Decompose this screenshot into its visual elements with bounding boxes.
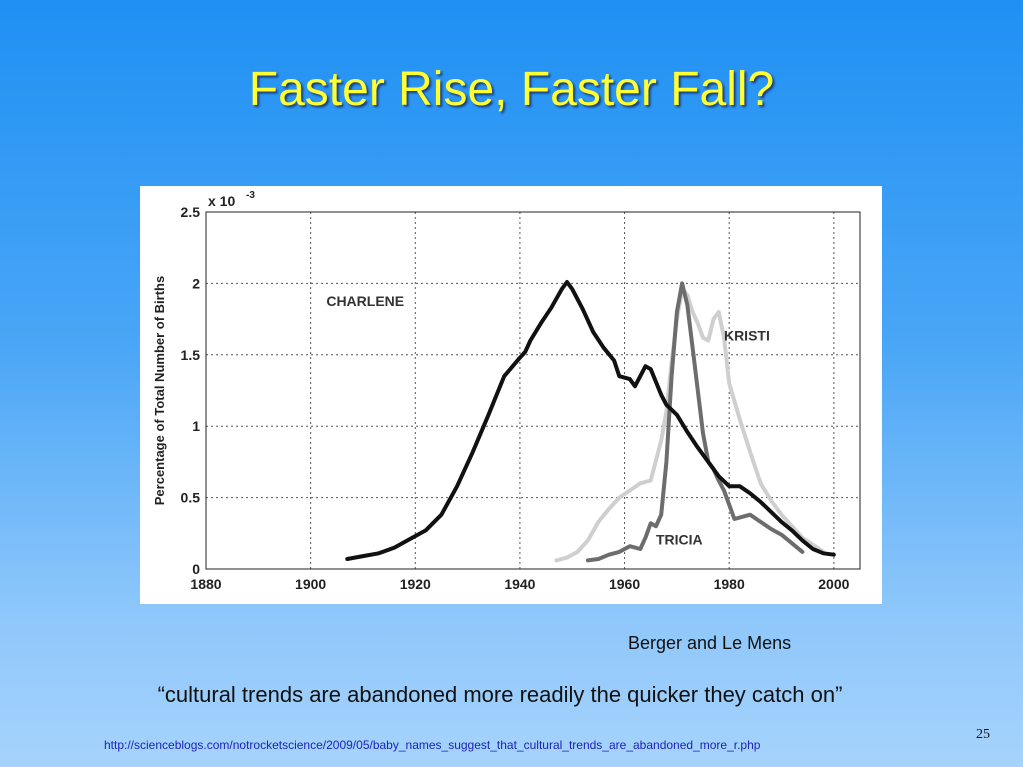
x-tick-label: 1980 [714, 576, 745, 592]
x-tick-label: 1940 [504, 576, 535, 592]
x-tick-label: 1960 [609, 576, 640, 592]
series-line-charlene [345, 280, 836, 561]
y-tick-label: 1.5 [181, 347, 201, 363]
chart-credit: Berger and Le Mens [628, 633, 792, 653]
line-chart: 1880 1900 1920 1940 1960 1980 2000 0 0.5 1 1.5 2 2.5… [152, 190, 861, 592]
series-annotation: KRISTI [724, 328, 770, 344]
series-line-kristi [554, 287, 826, 563]
series-annotation: CHARLENE [326, 293, 404, 309]
y-tick-label: 2.5 [181, 204, 201, 220]
x-tick-label: 2000 [818, 576, 849, 592]
y-tick-label: 0 [192, 561, 200, 577]
chart-series [345, 280, 836, 563]
x-tick-label: 1880 [190, 576, 221, 592]
source-link[interactable]: http://scienceblogs.com/notrocketscience… [104, 738, 761, 752]
series-annotation: TRICIA [656, 532, 703, 548]
y-tick-label: 0.5 [181, 490, 201, 506]
slide-quote: “cultural trends are abandoned more read… [157, 682, 843, 707]
series-line-tricia [585, 281, 805, 563]
y-tick-label: 2 [192, 275, 200, 291]
y-axis-label: Percentage of Total Number of Births [152, 276, 167, 505]
chart-axes: 1880 1900 1920 1940 1960 1980 2000 0 0.5 1 1.5 2 2.5… [152, 190, 861, 592]
y-multiplier-label: x 10 [208, 193, 235, 209]
x-tick-label: 1900 [295, 576, 326, 592]
slide-title: Faster Rise, Faster Fall? [248, 63, 775, 116]
chart-grid [206, 211, 860, 569]
plot-frame [205, 211, 861, 570]
chart-labels: CHARLENE KRISTI TRICIA [326, 293, 770, 547]
y-tick-label: 1 [192, 418, 200, 434]
y-multiplier-exponent: -3 [246, 190, 255, 201]
page-number: 25 [976, 727, 990, 742]
x-tick-label: 1920 [400, 576, 431, 592]
chart-panel: 1880 1900 1920 1940 1960 1980 2000 0 0.5 1 1.5 2 2.5… [140, 186, 882, 604]
